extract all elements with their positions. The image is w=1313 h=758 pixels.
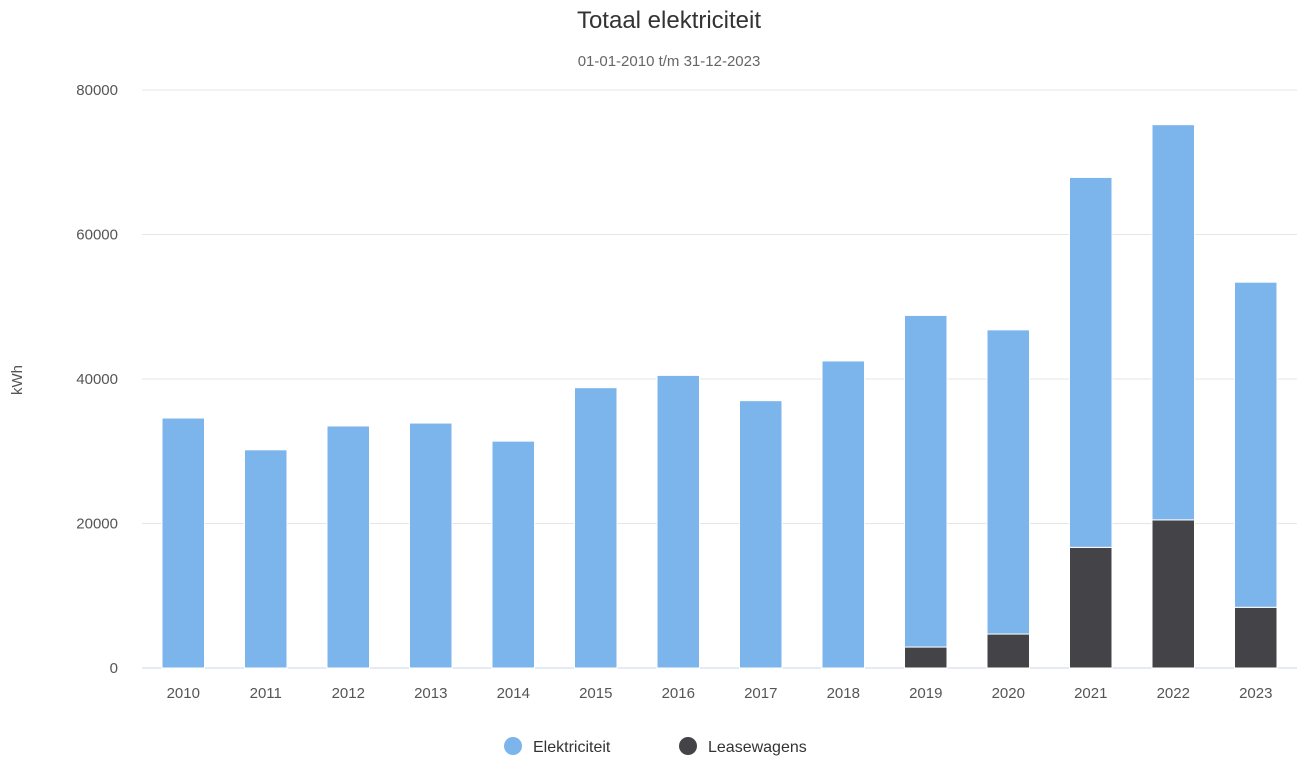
bar-elektriciteit-2023[interactable] (1234, 281, 1278, 608)
bars (161, 124, 1278, 669)
y-tick-label: 0 (110, 660, 118, 677)
gridlines (142, 89, 1297, 669)
y-tick-label: 20000 (76, 516, 118, 533)
bar-elektriciteit-2012[interactable] (326, 425, 370, 669)
y-tick-label: 80000 (76, 82, 118, 99)
x-tick-label: 2023 (1239, 685, 1272, 702)
x-tick-label: 2014 (497, 685, 530, 702)
x-tick-label: 2016 (662, 685, 695, 702)
bar-elektriciteit-2014[interactable] (491, 440, 535, 669)
bar-elektriciteit-2013[interactable] (409, 422, 453, 669)
x-tick-label: 2018 (827, 685, 860, 702)
bar-leasewagens-2023[interactable] (1234, 606, 1278, 669)
bar-elektriciteit-2018[interactable] (821, 360, 865, 669)
bar-elektriciteit-2010[interactable] (161, 417, 205, 669)
legend: Elektriciteit Leasewagens (504, 737, 807, 756)
bar-elektriciteit-2019[interactable] (904, 314, 948, 648)
x-tick-label: 2011 (250, 685, 282, 702)
bar-elektriciteit-2015[interactable] (574, 387, 618, 669)
x-tick-label: 2021 (1074, 685, 1107, 702)
x-tick-label: 2020 (992, 685, 1025, 702)
x-tick-label: 2012 (332, 685, 365, 702)
chart-subtitle: 01-01-2010 t/m 31-12-2023 (578, 53, 761, 70)
legend-symbol (679, 737, 697, 755)
x-tick-label: 2013 (414, 685, 447, 702)
bar-elektriciteit-2017[interactable] (739, 400, 783, 669)
legend-symbol (504, 737, 522, 755)
legend-item-leasewagens[interactable]: Leasewagens (679, 737, 807, 756)
bar-elektriciteit-2020[interactable] (986, 329, 1030, 635)
x-tick-label: 2017 (744, 685, 777, 702)
legend-label: Leasewagens (708, 739, 807, 756)
legend-item-elektriciteit[interactable]: Elektriciteit (504, 737, 611, 756)
y-axis-ticks: 0 20000 40000 60000 80000 (76, 82, 118, 677)
bar-elektriciteit-2016[interactable] (656, 374, 700, 669)
y-axis-title: kWh (9, 365, 26, 395)
x-tick-label: 2015 (579, 685, 612, 702)
bar-leasewagens-2020[interactable] (986, 633, 1030, 669)
chart-title: Totaal elektriciteit (577, 7, 761, 34)
y-tick-label: 40000 (76, 371, 118, 388)
legend-label: Elektriciteit (533, 739, 611, 756)
bar-leasewagens-2019[interactable] (904, 646, 948, 669)
bar-elektriciteit-2021[interactable] (1069, 176, 1113, 548)
x-tick-label: 2019 (909, 685, 942, 702)
y-tick-label: 60000 (76, 227, 118, 244)
x-tick-label: 2010 (167, 685, 200, 702)
x-tick-label: 2022 (1157, 685, 1190, 702)
bar-elektriciteit-2022[interactable] (1151, 124, 1195, 521)
bar-leasewagens-2022[interactable] (1151, 519, 1195, 669)
x-axis-ticks: 2010 2011 2012 2013 2014 2015 2016 2017 2018 2019… (167, 685, 1273, 702)
bar-elektriciteit-2011[interactable] (244, 449, 288, 669)
bar-leasewagens-2021[interactable] (1069, 546, 1113, 669)
